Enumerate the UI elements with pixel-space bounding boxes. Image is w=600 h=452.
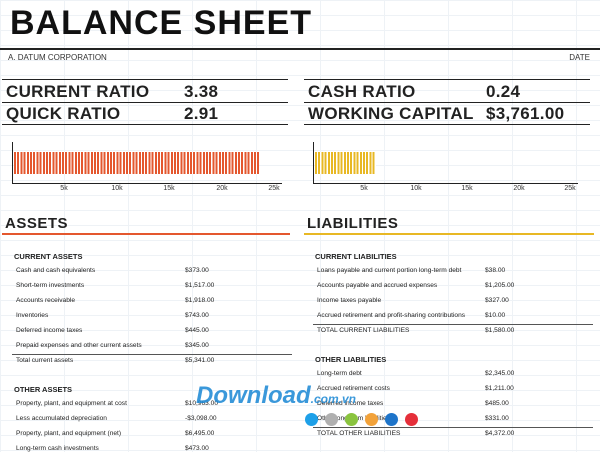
current-ratio-row[interactable]: CURRENT RATIO 3.38 bbox=[2, 79, 288, 103]
line-item-label[interactable]: Long-term cash investments bbox=[16, 445, 99, 452]
line-item-amount[interactable]: $1,517.00 bbox=[185, 282, 215, 289]
line-item-label[interactable]: Income taxes payable bbox=[317, 297, 382, 304]
cash-ratio-row[interactable]: CASH RATIO 0.24 bbox=[304, 79, 590, 103]
liabilities-bar-chart[interactable]: 5k 10k 15k 20k 25k bbox=[313, 142, 578, 194]
total-amount[interactable]: $5,341.00 bbox=[185, 357, 215, 364]
line-item-label[interactable]: Loans payable and current portion long-t… bbox=[317, 267, 462, 274]
liabilities-heading: LIABILITIES bbox=[307, 215, 399, 232]
line-item-amount[interactable]: -$3,098.00 bbox=[185, 415, 217, 422]
line-item-label[interactable]: Cash and cash equivalents bbox=[16, 267, 96, 274]
line-item-label[interactable]: Property, plant, and equipment at cost bbox=[16, 400, 127, 407]
chart-tick-label: 10k bbox=[410, 185, 422, 192]
current-section-head: CURRENT ASSETS bbox=[14, 252, 83, 261]
line-item-amount[interactable]: $373.00 bbox=[185, 267, 209, 274]
company-name[interactable]: A. DATUM CORPORATION bbox=[8, 53, 107, 62]
line-item-amount[interactable]: $1,918.00 bbox=[185, 297, 215, 304]
watermark-dot bbox=[385, 413, 398, 426]
current-section-head: CURRENT LIABILITIES bbox=[315, 252, 397, 261]
working-capital-row[interactable]: WORKING CAPITAL $3,761.00 bbox=[304, 102, 590, 125]
line-item-amount[interactable]: $445.00 bbox=[185, 327, 209, 334]
current-ratio-label: CURRENT RATIO bbox=[6, 82, 150, 101]
total-label[interactable]: TOTAL CURRENT LIABILITIES bbox=[317, 327, 410, 334]
watermark-dot bbox=[345, 413, 358, 426]
watermark-dot bbox=[305, 413, 318, 426]
liabilities-accent-rule bbox=[304, 233, 594, 235]
ratio-panel-left: CURRENT RATIO 3.38 QUICK RATIO 2.91 bbox=[2, 79, 288, 125]
chart-y-axis bbox=[313, 142, 314, 184]
chart-tick-label: 25k bbox=[564, 185, 576, 192]
line-item-amount[interactable]: $10.00 bbox=[485, 312, 506, 319]
chart-tick-label: 15k bbox=[163, 185, 175, 192]
ratio-panel-right: CASH RATIO 0.24 WORKING CAPITAL $3,761.0… bbox=[304, 79, 590, 125]
total-divider bbox=[313, 324, 593, 325]
chart-x-axis bbox=[12, 183, 282, 184]
line-item-label[interactable]: Property, plant, and equipment (net) bbox=[16, 430, 122, 437]
chart-tick-label: 20k bbox=[513, 185, 525, 192]
date-label[interactable]: DATE bbox=[569, 53, 590, 62]
line-item-label[interactable]: Short-term investments bbox=[16, 282, 85, 289]
line-item-label[interactable]: Accrued retirement costs bbox=[317, 385, 390, 392]
line-item-label[interactable]: Deferred income taxes bbox=[317, 400, 384, 407]
watermark-dot bbox=[365, 413, 378, 426]
total-label[interactable]: Total current assets bbox=[16, 357, 74, 364]
assets-accent-rule bbox=[2, 233, 290, 235]
watermark-dot bbox=[325, 413, 338, 426]
line-item-amount[interactable]: $10,963.00 bbox=[185, 400, 219, 407]
line-item-amount[interactable]: $327.00 bbox=[485, 297, 509, 304]
chart-bar[interactable] bbox=[315, 152, 376, 174]
watermark-dot bbox=[405, 413, 418, 426]
chart-tick-label: 20k bbox=[216, 185, 228, 192]
line-item-label[interactable]: Inventories bbox=[16, 312, 49, 319]
line-item-amount[interactable]: $6,495.00 bbox=[185, 430, 215, 437]
chart-y-axis bbox=[12, 142, 13, 184]
line-item-label[interactable]: Accounts receivable bbox=[16, 297, 76, 304]
cash-ratio-label: CASH RATIO bbox=[308, 82, 416, 101]
chart-tick-label: 25k bbox=[268, 185, 280, 192]
watermark-logo: Download.com.vn bbox=[196, 382, 357, 409]
line-item-label[interactable]: Prepaid expenses and other current asset… bbox=[16, 342, 142, 349]
line-item-amount[interactable]: $1,211.00 bbox=[485, 385, 514, 392]
cash-ratio-value: 0.24 bbox=[486, 82, 521, 101]
quick-ratio-value: 2.91 bbox=[184, 104, 219, 123]
line-item-amount[interactable]: $331.00 bbox=[485, 415, 509, 422]
other-section-head: OTHER LIABILITIES bbox=[315, 355, 387, 364]
line-item-label[interactable]: Accrued retirement and profit-sharing co… bbox=[317, 312, 466, 319]
chart-tick-label: 10k bbox=[111, 185, 123, 192]
total-label[interactable]: TOTAL OTHER LIABILITIES bbox=[317, 430, 401, 437]
line-item-label[interactable]: Accounts payable and accrued expenses bbox=[317, 282, 438, 289]
total-divider bbox=[313, 427, 593, 428]
line-item-label[interactable]: Deferred income taxes bbox=[16, 327, 83, 334]
line-item-amount[interactable]: $1,205.00 bbox=[485, 282, 515, 289]
line-item-amount[interactable]: $485.00 bbox=[485, 400, 509, 407]
chart-tick-label: 5k bbox=[360, 185, 368, 192]
total-amount[interactable]: $4,372.00 bbox=[485, 430, 515, 437]
quick-ratio-label: QUICK RATIO bbox=[6, 104, 121, 123]
line-item-amount[interactable]: $473.00 bbox=[185, 445, 209, 452]
line-item-amount[interactable]: $2,345.00 bbox=[485, 370, 515, 377]
working-capital-label: WORKING CAPITAL bbox=[308, 104, 474, 123]
chart-tick-label: 5k bbox=[60, 185, 68, 192]
chart-bar[interactable] bbox=[14, 152, 259, 174]
chart-tick-label: 15k bbox=[461, 185, 473, 192]
working-capital-value: $3,761.00 bbox=[486, 104, 565, 123]
title-divider bbox=[0, 48, 600, 50]
chart-x-axis bbox=[313, 183, 578, 184]
line-item-label[interactable]: Long-term debt bbox=[317, 370, 362, 377]
line-item-label[interactable]: Less accumulated depreciation bbox=[16, 415, 107, 422]
total-amount[interactable]: $1,580.00 bbox=[485, 327, 515, 334]
assets-heading: ASSETS bbox=[5, 215, 69, 232]
total-divider bbox=[12, 354, 292, 355]
other-section-head: OTHER ASSETS bbox=[14, 385, 73, 394]
line-item-amount[interactable]: $743.00 bbox=[185, 312, 209, 319]
current-ratio-value: 3.38 bbox=[184, 82, 219, 101]
line-item-amount[interactable]: $38.00 bbox=[485, 267, 506, 274]
page-title: BALANCE SHEET bbox=[10, 4, 313, 42]
quick-ratio-row[interactable]: QUICK RATIO 2.91 bbox=[2, 102, 288, 125]
assets-bar-chart[interactable]: 5k 10k 15k 20k 25k bbox=[12, 142, 282, 194]
line-item-amount[interactable]: $345.00 bbox=[185, 342, 209, 349]
